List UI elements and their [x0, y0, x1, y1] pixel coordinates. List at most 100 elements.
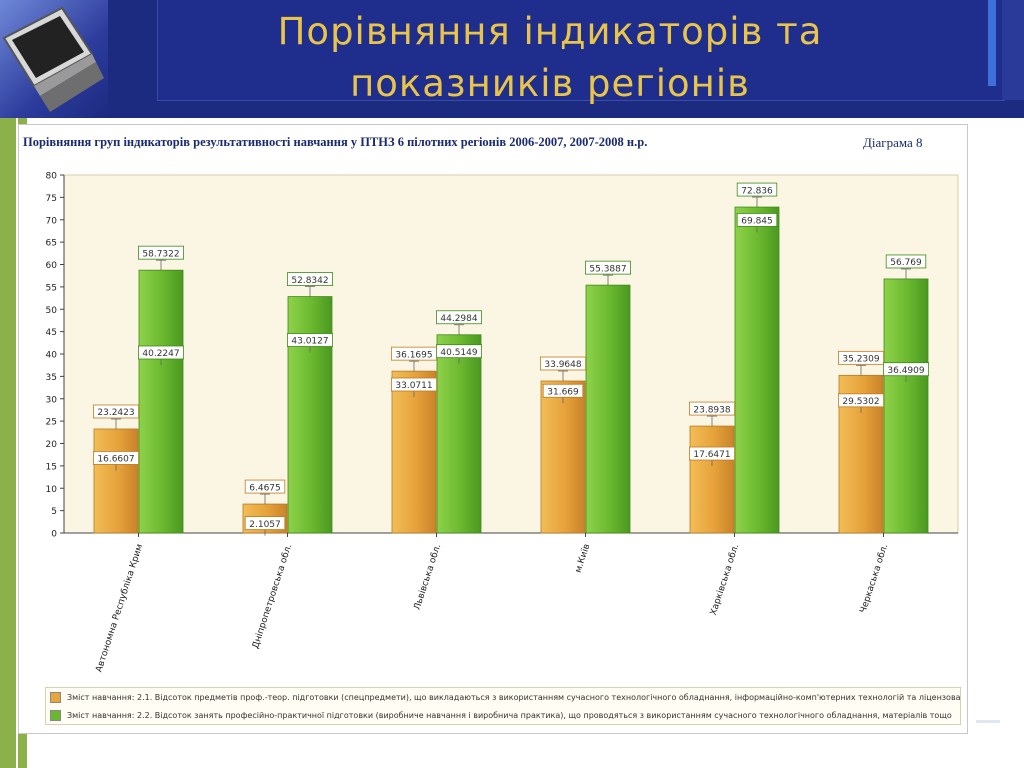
slide-title-line2: показників регіонів: [350, 62, 750, 105]
bar-series-1: [391, 370, 437, 534]
y-tick-label: 5: [51, 507, 57, 517]
y-tick-label: 60: [46, 261, 58, 271]
inner-label-series-2-box: [883, 362, 930, 377]
inner-label-series-1-box: [542, 383, 584, 398]
slide-title: Порівняння індикаторів та показників рег…: [170, 6, 930, 110]
bar-series-1: [540, 380, 586, 534]
inner-label-series-1: 17.6471: [689, 446, 736, 461]
y-tick-label: 25: [46, 418, 57, 428]
y-tick-label: 65: [46, 239, 57, 249]
inner-label-series-2-box: [138, 345, 185, 360]
inner-label-series-2-text: 43.0127: [291, 337, 328, 347]
chart-title: Порівняння груп індикаторів результативн…: [23, 135, 648, 149]
x-category-label: Харківська обл.: [709, 543, 741, 617]
bottom-decor: [976, 720, 1000, 723]
value-label-series-1-box: [838, 350, 885, 365]
y-tick-label: 75: [46, 194, 57, 204]
bar-series-2: [585, 284, 631, 534]
bar-series-2: [287, 296, 333, 534]
inner-label-series-1-text: 17.6471: [693, 450, 730, 460]
value-label-series-2: 72.836: [736, 182, 778, 197]
y-tick-label: 15: [46, 462, 57, 472]
inner-label-series-2: 40.2247: [138, 345, 185, 360]
value-label-series-2: 44.2984: [435, 310, 482, 325]
inner-label-series-1-box: [838, 393, 885, 408]
chart-frame: Порівняння груп індикаторів результативн…: [18, 124, 968, 734]
header-side-panel: [1002, 0, 1024, 100]
bar-series-2: [436, 334, 482, 534]
value-label-series-2-text: 72.836: [741, 186, 773, 196]
value-label-series-1-box: [93, 404, 140, 419]
value-label-series-2-text: 56.769: [890, 258, 922, 268]
header-accent-bar: [988, 0, 996, 86]
inner-label-series-2: 36.4909: [883, 362, 930, 377]
inner-label-series-1-box: [390, 377, 437, 392]
value-label-series-2-text: 58.7322: [142, 249, 179, 259]
value-label-series-2-box: [138, 245, 185, 260]
legend-item-series-2: Зміст навчання: 2.2. Відсоток занять про…: [46, 708, 960, 724]
y-tick-label: 10: [46, 485, 58, 495]
data-labels: 23.2423 16.6607 58.7322 40.2247 6.4675 2.1057…: [93, 182, 930, 536]
plot-area: [63, 174, 959, 534]
value-label-series-1-box: [540, 356, 587, 371]
value-label-series-2: 56.769: [885, 254, 927, 269]
value-label-series-2-box: [286, 272, 333, 286]
inner-label-series-1: 2.1057: [244, 516, 286, 530]
computer-monitor-icon: [0, 0, 108, 118]
value-label-series-2-box: [885, 254, 927, 269]
bar-series-2: [734, 206, 780, 534]
value-label-series-2-text: 55.3887: [589, 264, 626, 274]
slide-header: [0, 0, 1024, 118]
inner-label-series-2-box: [435, 344, 482, 359]
y-tick-label: 80: [46, 172, 58, 182]
value-label-series-2-box: [435, 310, 482, 325]
value-label-series-1-text: 35.2309: [842, 355, 879, 365]
bar-series-2: [138, 269, 184, 534]
legend-item-series-1: Зміст навчання: 2.1. Відсоток предметів …: [46, 690, 960, 706]
y-tick-label: 30: [46, 395, 58, 405]
inner-label-series-2: 43.0127: [286, 333, 333, 347]
y-tick-label: 20: [46, 440, 58, 450]
bar-series-2: [883, 278, 929, 534]
inner-label-series-1: 33.0711: [390, 377, 437, 392]
value-label-series-2-box: [585, 260, 632, 275]
value-label-series-2-text: 44.2984: [440, 314, 477, 324]
y-axis: 0 5 10 15 20 25 30 35 40 45 50 55 60 65 70 75 80: [46, 172, 958, 540]
value-label-series-1-text: 36.1695: [395, 350, 432, 360]
value-label-series-1-text: 33.9648: [544, 360, 581, 370]
inner-label-series-2-text: 69.845: [741, 217, 773, 227]
inner-label-series-1: 16.6607: [93, 451, 140, 465]
inner-label-series-1-box: [244, 516, 286, 530]
inner-label-series-1-text: 33.0711: [395, 381, 432, 391]
value-label-series-1-box: [244, 479, 286, 494]
inner-label-series-2-box: [286, 333, 333, 347]
inner-label-series-1-text: 29.5302: [842, 397, 879, 407]
value-label-series-2: 55.3887: [585, 260, 632, 275]
inner-label-series-2: 69.845: [736, 213, 778, 227]
inner-label-series-1-box: [689, 446, 736, 461]
legend-swatch-series-1: [50, 692, 61, 703]
bar-chart: 0 5 10 15 20 25 30 35 40 45 50 55 60 65 70 75 80 23.2423…: [46, 172, 959, 674]
inner-label-series-1-text: 16.6607: [97, 455, 134, 465]
inner-label-series-2-text: 40.2247: [142, 349, 179, 359]
x-category-label: Автономна Республіка Крим: [94, 543, 145, 674]
left-decor-line: [16, 118, 18, 768]
value-label-series-1: 23.2423: [93, 404, 140, 419]
y-tick-label: 70: [46, 216, 58, 226]
bar-series-1: [689, 425, 735, 534]
legend-label-series-2: Зміст навчання: 2.2. Відсоток занять про…: [67, 711, 952, 720]
value-label-series-1-box: [689, 401, 736, 416]
chart-legend: Зміст навчання: 2.1. Відсоток предметів …: [45, 687, 961, 725]
y-tick-label: 35: [46, 373, 57, 383]
value-label-series-1: 35.2309: [838, 350, 885, 365]
y-tick-label: 55: [46, 283, 57, 293]
chart-diagram-label: Діаграма 8: [863, 135, 923, 150]
inner-label-series-1-text: 31.669: [547, 387, 579, 397]
x-category-label: Львівська обл.: [413, 543, 444, 612]
value-label-series-2: 52.8342: [286, 272, 333, 286]
slide-title-line1: Порівняння індикаторів та: [277, 10, 823, 53]
x-category-label: Черкаська обл.: [859, 543, 891, 615]
inner-label-series-2-text: 36.4909: [887, 366, 924, 376]
value-label-series-1: 36.1695: [390, 346, 437, 361]
inner-label-series-1: 29.5302: [838, 393, 885, 408]
